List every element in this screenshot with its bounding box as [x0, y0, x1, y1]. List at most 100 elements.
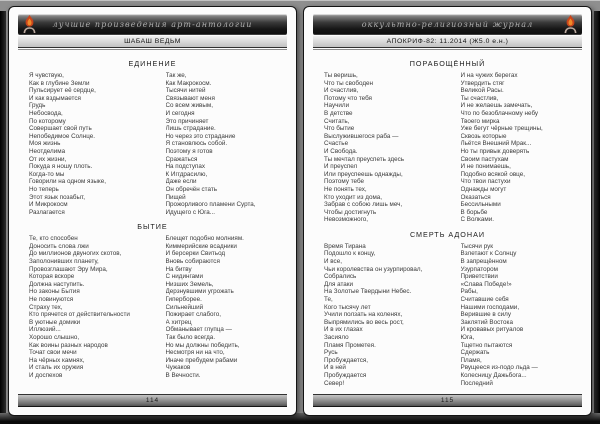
verse-line: Совершает свой путь	[29, 125, 92, 133]
verse-line: И доспехов	[29, 371, 63, 379]
verse-line: Обманывает глупца —	[165, 326, 232, 334]
verse-line: Я чувствую,	[29, 72, 64, 79]
verse-line: Север!	[324, 379, 345, 387]
verse-line: Дерзнувшими угрожать	[165, 288, 234, 296]
verse-line: С нидингами	[165, 273, 203, 281]
verse-line: Тысячи рук	[460, 242, 494, 250]
verse-line: На битву	[165, 265, 192, 273]
verse-line: Страху тех,	[29, 303, 63, 311]
page-number-bar: 114	[18, 394, 287, 407]
verse-column: Блещет подобно молниям. Киммерийские всад…	[159, 235, 289, 379]
verse-line: Провозглашают Эру Мира,	[29, 265, 108, 273]
verse-line: Блещет подобно молниям.	[165, 235, 244, 243]
verse-line: Колесницу Дажьбога...	[460, 371, 527, 379]
verse-line: Подошло к концу,	[324, 250, 376, 258]
verse-line: Бессильными	[460, 201, 501, 209]
verse-line: Связывают меня	[165, 94, 215, 102]
verse-line: Гиперборее.	[165, 296, 202, 304]
verse-line: Пробуждается	[324, 371, 367, 379]
verse-line: Идущего с Юга...	[165, 208, 216, 216]
verse-line: Заклятий Востока	[460, 318, 513, 326]
verse-line: Время Тирана	[324, 242, 366, 250]
verse-line: Юга,	[460, 334, 475, 341]
verse-line: Взлетают к Солнцу	[460, 250, 517, 258]
verse-line: Со всем живым,	[165, 102, 213, 110]
verse-line: А хитрец	[165, 318, 192, 326]
verse-line: Кто прячется от действительности	[29, 311, 130, 319]
banner-title: оккультно-религиозный журнал	[361, 20, 534, 29]
verse-line: И не желаешь замечать,	[460, 102, 533, 110]
verse-line: Доносить слова лжи	[29, 242, 89, 250]
verse-line: Как воины разных народов	[29, 341, 108, 349]
verse-line: Чтобы достигнуть	[324, 208, 377, 216]
verse-line: К Иггдрасилю,	[165, 170, 208, 178]
verse-line: На подступах	[165, 163, 206, 171]
verse-line: Точат свои мечи	[29, 349, 77, 357]
verse-line: Или преуспеешь однажды,	[324, 170, 403, 178]
verse-line: Даже если	[165, 178, 197, 186]
header-rule	[18, 47, 287, 50]
verse-line: Приветствии	[460, 273, 498, 281]
verse-column: Те, кто способен Доносить слова лжи До мил…	[29, 235, 159, 379]
verse-line: Нашими господами,	[460, 303, 520, 311]
verse-line: Верившие в силу	[460, 311, 511, 319]
verse-line: И Микрокосм	[29, 201, 68, 209]
verse-line: Но законы Бытия	[29, 288, 80, 296]
verse-column: Время Тирана Подошло к концу, И все, Чьи ко…	[324, 243, 454, 387]
verse-line: Непобедимое Солнце.	[29, 132, 95, 140]
flame-logo-icon	[564, 15, 577, 34]
header-rule	[313, 47, 582, 50]
section-title: ЕДИНЕНИЕ	[128, 59, 177, 68]
page-number: 115	[440, 397, 455, 404]
verse-line: Кто уходит из дома,	[324, 193, 383, 201]
verse-line: Но теперь	[29, 185, 59, 193]
verse-line: Иначе пребудем рабами	[165, 356, 238, 364]
verse-line: Сильнейший	[165, 303, 204, 311]
verse-line: Разлагается	[29, 208, 65, 216]
verse-line: Но мы должны победить,	[165, 341, 240, 349]
verse-line: Что бытие	[324, 125, 355, 133]
verse-line: Пульсирует её сердце,	[29, 87, 96, 95]
verse-line: Но через это страдание	[165, 132, 236, 140]
verse-line: Потому что тебя	[324, 94, 372, 102]
verse-line: Когда-то мы	[29, 170, 65, 178]
verse-line: Пламя Прометея.	[324, 341, 376, 349]
verse-line: Уже бегут чёрные трещины,	[460, 125, 543, 133]
verse-line: И как вздымается	[29, 94, 81, 102]
verse-line: Говорили на одном языке,	[29, 178, 106, 186]
banner-title: лучшие произведения арт-антологии	[52, 20, 253, 29]
section-edinenie: ЕДИНЕНИЕ Я чувствую, Как в глубине Земли П…	[9, 59, 296, 216]
right-cover-edge	[594, 11, 600, 424]
verse-line: В детстве	[324, 109, 353, 117]
verse-line: Ты мечтал преуспеть здесь	[324, 155, 405, 163]
rubric-bar: АПОКРИФ-82: 11.2014 (Ж5.0 е.н.)	[313, 36, 582, 47]
section-title: СМЕРТЬ АДОНАИ	[409, 229, 486, 239]
verse-line: Это причиняет	[165, 117, 209, 125]
verse-line: И сталь их оружия	[29, 364, 84, 372]
verse-line: Те, кто способен	[29, 235, 78, 243]
verse-line: И сегодня	[165, 109, 195, 117]
verse-line: Поэтому тебе	[324, 178, 364, 186]
verse-line: Тщетно пытаются	[460, 341, 513, 349]
verse-line: Узурпатором	[460, 265, 498, 273]
verse-line: Пламя,	[460, 356, 482, 364]
verse-line: Невозможного,	[324, 216, 369, 224]
verse-column: Тысячи рук Взлетают к Солнцу В запрещённом…	[454, 243, 584, 387]
verse-line: В Вечности.	[165, 371, 201, 379]
verse-line: Вновь собираются	[165, 258, 220, 266]
page-left: лучшие произведения арт-антологии ШАБАШ …	[8, 6, 297, 416]
verse-column: Я чувствую, Как в глубине Земли Пульсирует…	[29, 72, 159, 216]
rubric-bar: ШАБАШ ВЕДЬМ	[18, 36, 287, 47]
verse-line: Которая вскоре	[29, 273, 75, 281]
verse-line: Несмотря ни на что,	[165, 349, 225, 357]
verse-column: И на чужих берегах Утвердить стяг Великой …	[454, 72, 584, 224]
verse-line: Кого тысячу лет	[324, 303, 371, 311]
verse-column: Ты веришь, Что ты свободен И счастлив, Пото…	[324, 72, 454, 224]
verse-line: Я становлюсь собой.	[165, 140, 228, 148]
flame-logo-icon	[23, 15, 36, 34]
verse-line: И в их глазах	[324, 326, 363, 334]
verse-line: Льётся Внешний Мрак...	[460, 140, 532, 148]
verse-line: И не понимаешь,	[460, 163, 511, 171]
verse-line: Низших Земель,	[165, 280, 214, 288]
